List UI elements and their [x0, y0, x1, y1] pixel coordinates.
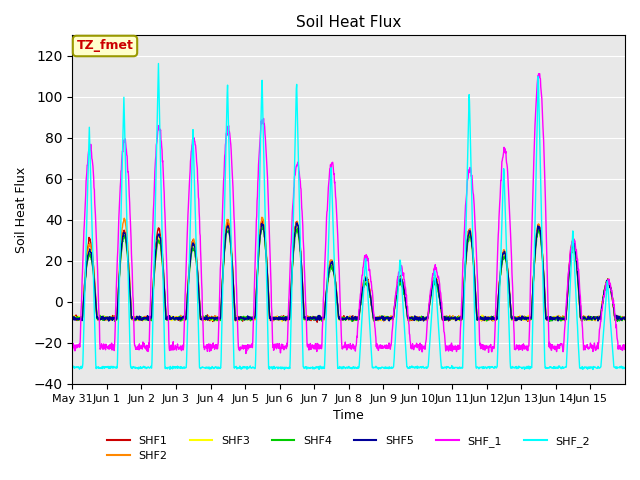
SHF4: [335, 313, 342, 319]
SHF_1: [536, 71, 543, 76]
SHF_2: [614, 365, 622, 371]
SHF2: [380, 318, 388, 324]
Title: Soil Heat Flux: Soil Heat Flux: [296, 15, 401, 30]
SHF3: [155, 232, 163, 238]
SHF_2: [68, 364, 76, 370]
SHF1: [480, 317, 488, 323]
SHF1: [614, 317, 622, 323]
SHF2: [480, 313, 488, 319]
SHF_2: [156, 95, 163, 101]
SHF3: [614, 316, 622, 322]
SHF5: [621, 316, 629, 322]
SHF4: [324, 278, 332, 284]
SHF_1: [155, 123, 163, 129]
SHF3: [68, 315, 76, 321]
SHF5: [105, 318, 113, 324]
Line: SHF2: SHF2: [72, 217, 625, 321]
SHF_2: [155, 60, 163, 66]
SHF5: [480, 316, 488, 322]
SHF3: [335, 317, 342, 323]
Line: SHF_2: SHF_2: [72, 63, 625, 370]
SHF4: [68, 315, 76, 321]
SHF_1: [621, 344, 629, 349]
SHF_1: [242, 350, 250, 356]
SHF1: [259, 218, 266, 224]
SHF4: [614, 314, 622, 320]
SHF_2: [324, 244, 332, 250]
SHF4: [621, 317, 629, 323]
SHF2: [68, 314, 76, 320]
SHF5: [335, 316, 342, 322]
SHF2: [324, 272, 332, 277]
SHF5: [324, 272, 332, 278]
Text: TZ_fmet: TZ_fmet: [77, 39, 134, 52]
SHF_2: [621, 365, 629, 371]
SHF5: [156, 231, 163, 237]
SHF1: [314, 319, 321, 325]
SHF5: [614, 315, 622, 321]
Line: SHF_1: SHF_1: [72, 73, 625, 353]
SHF5: [68, 317, 76, 323]
SHF_2: [561, 364, 568, 370]
SHF_1: [561, 328, 568, 334]
SHF2: [621, 316, 629, 322]
Line: SHF3: SHF3: [72, 225, 625, 322]
Legend: SHF1, SHF2, SHF3, SHF4, SHF5, SHF_1, SHF_2: SHF1, SHF2, SHF3, SHF4, SHF5, SHF_1, SHF…: [103, 431, 595, 466]
SHF_2: [335, 365, 342, 371]
Y-axis label: Soil Heat Flux: Soil Heat Flux: [15, 167, 28, 253]
SHF_1: [324, 192, 332, 197]
SHF_1: [68, 348, 76, 353]
Line: SHF4: SHF4: [72, 227, 625, 322]
SHF_2: [480, 364, 488, 370]
SHF3: [324, 273, 332, 278]
SHF1: [561, 315, 568, 321]
SHF1: [335, 316, 342, 322]
SHF_1: [479, 347, 487, 352]
SHF3: [480, 317, 488, 323]
SHF2: [335, 312, 342, 318]
SHF_1: [614, 343, 622, 349]
X-axis label: Time: Time: [333, 409, 364, 422]
SHF1: [155, 227, 163, 233]
SHF1: [68, 317, 76, 323]
SHF4: [561, 316, 568, 322]
SHF3: [621, 317, 629, 323]
SHF2: [561, 315, 568, 321]
SHF_1: [335, 250, 342, 255]
SHF1: [324, 270, 332, 276]
SHF4: [259, 224, 266, 230]
SHF2: [614, 313, 622, 319]
SHF3: [293, 222, 301, 228]
SHF_2: [280, 367, 288, 372]
SHF1: [621, 314, 629, 320]
SHF5: [561, 316, 568, 322]
SHF2: [258, 215, 266, 220]
Line: SHF1: SHF1: [72, 221, 625, 322]
SHF4: [155, 238, 163, 243]
SHF3: [561, 316, 568, 322]
SHF4: [480, 317, 488, 323]
SHF4: [348, 319, 356, 324]
Line: SHF5: SHF5: [72, 223, 625, 321]
SHF5: [293, 220, 301, 226]
SHF2: [155, 237, 163, 243]
SHF3: [278, 319, 286, 324]
